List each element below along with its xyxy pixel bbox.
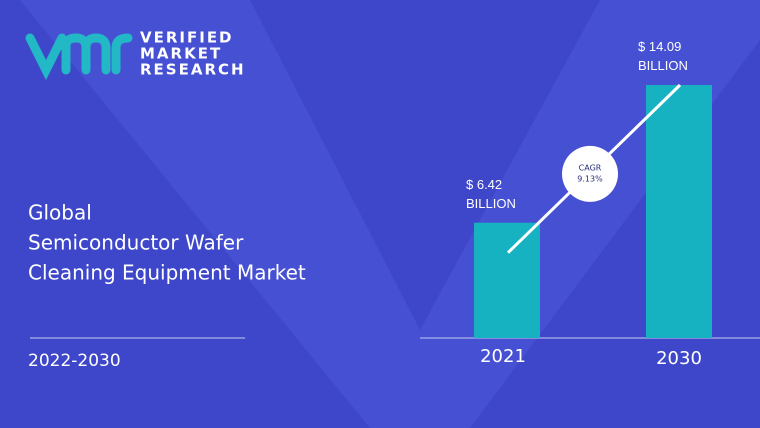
cagr-label: CAGR [579,163,602,172]
logo-text: VERIFIED [140,29,234,47]
title-line: Global [28,201,92,225]
period: 2022-2030 [28,351,121,371]
logo-mark [25,33,133,81]
background-v [20,0,760,428]
value-label: $ 14.09 BILLION [638,39,688,73]
x-tick-label: 2021 [480,346,526,367]
logo-text: MARKET [140,45,222,63]
bar [646,85,712,338]
x-tick-label: 2030 [656,348,702,369]
logo-text: RESEARCH [140,61,246,79]
title-line: Semiconductor Wafer [28,231,244,255]
title-line: Cleaning Equipment Market [28,261,306,285]
value-label: $ 6.42 BILLION [466,176,516,211]
cagr-value: 9.13% [577,174,603,183]
bar [474,222,540,338]
cagr-badge [562,145,618,202]
